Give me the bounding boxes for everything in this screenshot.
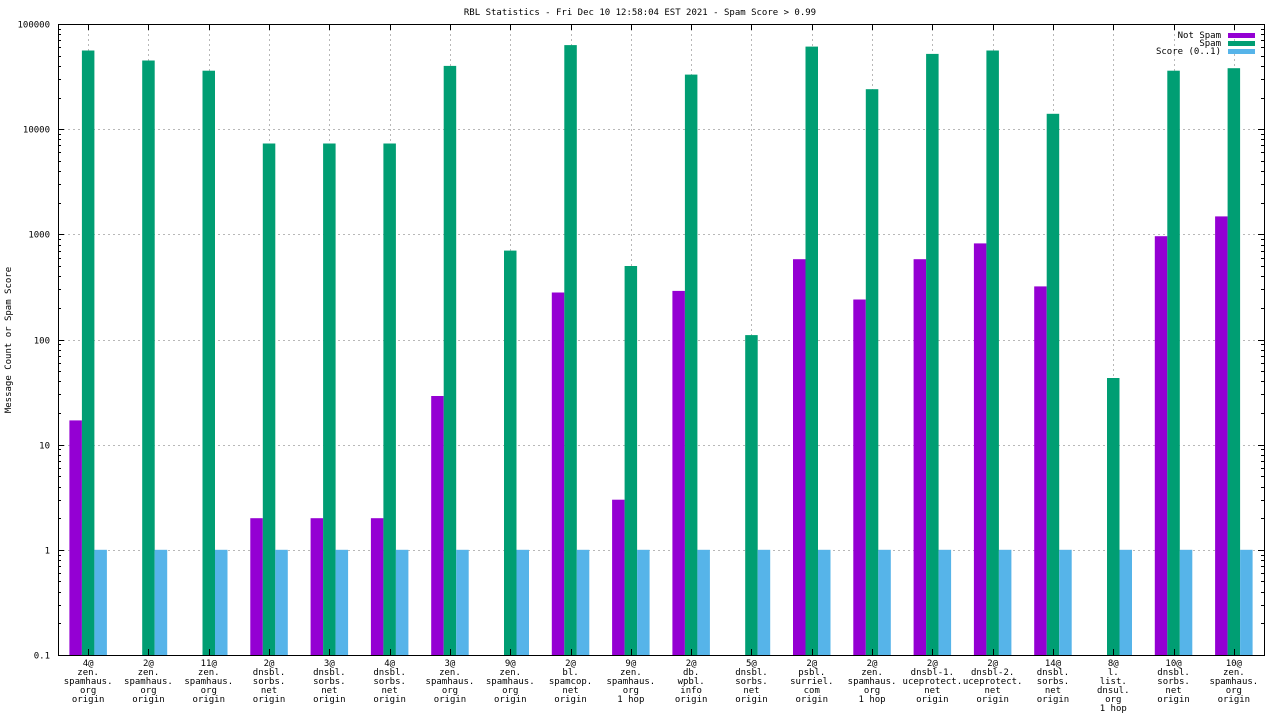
bar-spam: [1107, 378, 1120, 655]
bar-not-spam: [612, 499, 625, 655]
x-tick-label: 5@ dnsbl. sorbs. net origin: [735, 659, 768, 705]
bar-spam: [383, 143, 396, 655]
bar-spam: [1046, 113, 1060, 656]
bar-spam: [142, 60, 155, 655]
x-tick-label: 2@ zen. spamhaus. org origin: [124, 659, 173, 705]
bar-spam: [202, 70, 215, 655]
bar-score-0-1: [1179, 549, 1193, 655]
x-tick-label: 2@ zen. spamhaus. org 1 hop: [848, 659, 897, 705]
bar-spam: [262, 143, 276, 655]
bar-not-spam: [551, 292, 565, 655]
legend-swatch: [1228, 49, 1255, 54]
bar-score-0-1: [215, 549, 228, 655]
axes: [58, 24, 1265, 656]
bar-spam: [1167, 70, 1180, 655]
bar-score-0-1: [878, 549, 891, 655]
bar-score-0-1: [335, 549, 349, 655]
x-tick-label: 8@ l. list. dnsul. org 1 hop: [1097, 659, 1130, 714]
x-tick-label: 4@ dnsbl. sorbs. net origin: [373, 659, 406, 705]
bar-score-0-1: [1240, 549, 1253, 655]
y-tick-label: 100: [34, 337, 50, 347]
grid-lines: [58, 24, 1264, 656]
bar-not-spam: [973, 243, 987, 655]
x-tick-label: 2@ dnsbl-2. uceprotect. net origin: [963, 659, 1023, 705]
bar-spam: [865, 89, 879, 655]
bar-spam: [684, 74, 698, 656]
bar-not-spam: [1034, 286, 1047, 655]
x-tick-label: 4@ zen. spamhaus. org origin: [64, 659, 113, 705]
y-tick-labels: 0.1 1 10 100 1000 10000 100000: [17, 21, 50, 662]
bar-not-spam: [310, 518, 324, 655]
bar-not-spam: [370, 518, 384, 655]
y-axis-label: Message Count or Spam Score: [4, 267, 14, 413]
bar-not-spam: [1154, 236, 1168, 655]
bar-score-0-1: [757, 549, 771, 655]
bar-spam: [443, 65, 457, 655]
y-tick-label: 100000: [17, 21, 50, 31]
x-tick-label: 2@ db. wpbl. info origin: [675, 659, 708, 705]
x-tick-label: 3@ zen. spamhaus. org origin: [426, 659, 475, 705]
x-tick-label: 2@ psbl. surriel. com origin: [790, 659, 833, 705]
bar-score-0-1: [395, 549, 409, 655]
bar-score-0-1: [1119, 549, 1132, 655]
legend-swatch: [1228, 33, 1255, 38]
bar-score-0-1: [576, 549, 590, 655]
bar-spam: [564, 45, 577, 656]
x-tick-label: 2@ bl. spamcop. net origin: [549, 659, 592, 705]
bar-spam: [1227, 68, 1241, 655]
bar-score-0-1: [818, 549, 831, 655]
bar-score-0-1: [697, 549, 710, 655]
bar-spam: [986, 50, 999, 655]
legend-label: Score (0..1): [1156, 47, 1221, 57]
bar-not-spam: [913, 259, 927, 655]
bar-not-spam: [431, 396, 444, 655]
plot-frame: [58, 24, 1265, 656]
bar-spam: [805, 46, 818, 656]
bar-score-0-1: [637, 549, 650, 655]
chart-title: RBL Statistics - Fri Dec 10 12:58:04 EST…: [464, 8, 816, 18]
x-tick-label: 11@ zen. spamhaus. org origin: [184, 659, 233, 705]
bar-spam: [504, 250, 517, 655]
bar-score-0-1: [998, 549, 1012, 655]
x-tick-label: 2@ dnsbl. sorbs. net origin: [253, 659, 286, 705]
y-tick-label: 10: [39, 442, 50, 452]
legend-label: Spam: [1199, 39, 1221, 49]
legend-swatch: [1228, 41, 1255, 46]
bar-score-0-1: [1059, 549, 1072, 655]
bar-not-spam: [1215, 216, 1228, 655]
bars: [69, 45, 1253, 656]
bar-not-spam: [853, 299, 866, 655]
bar-score-0-1: [516, 549, 529, 655]
y-tick-label: 1: [45, 547, 50, 557]
bar-not-spam: [793, 259, 806, 655]
bar-spam: [81, 50, 95, 655]
bar-spam: [926, 53, 939, 655]
x-tick-label: 3@ dnsbl. sorbs. net origin: [313, 659, 346, 705]
y-tick-label: 0.1: [34, 652, 50, 662]
bar-spam: [323, 143, 336, 655]
y-tick-label: 10000: [23, 126, 50, 136]
legend-label: Not Spam: [1178, 31, 1221, 41]
x-tick-label: 10@ dnsbl. sorbs. net origin: [1157, 659, 1190, 705]
bar-not-spam: [250, 518, 263, 655]
y-tick-label: 1000: [28, 231, 50, 241]
x-tick-label: 14@ dnsbl. sorbs. net origin: [1037, 659, 1070, 705]
bar-not-spam: [69, 420, 82, 655]
bar-score-0-1: [154, 549, 168, 655]
bar-score-0-1: [938, 549, 952, 655]
bar-spam: [624, 266, 638, 655]
bar-score-0-1: [275, 549, 288, 655]
x-tick-label: 9@ zen. spamhaus. org origin: [486, 659, 535, 705]
x-tick-label: 10@ zen. spamhaus. org origin: [1209, 659, 1258, 705]
bar-score-0-1: [456, 549, 469, 655]
bar-spam: [745, 335, 758, 655]
bar-score-0-1: [94, 549, 107, 655]
bar-not-spam: [672, 290, 685, 655]
x-tick-label: 2@ dnsbl-1. uceprotect. net origin: [903, 659, 963, 705]
x-tick-label: 9@ zen. spamhaus. org 1 hop: [606, 659, 655, 705]
